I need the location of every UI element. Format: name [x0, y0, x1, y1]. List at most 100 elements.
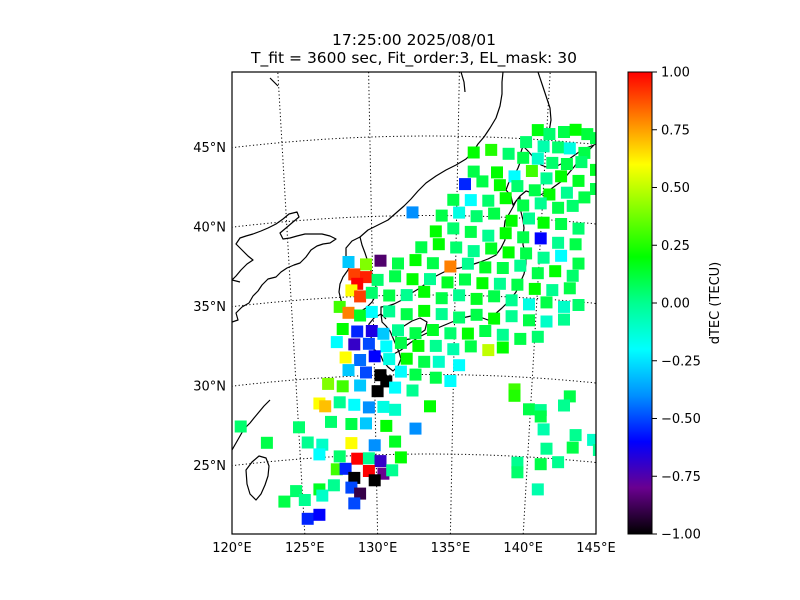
dtec-point — [566, 199, 579, 212]
colorbar-tick-label: 0.50 — [661, 181, 690, 196]
dtec-point — [432, 238, 445, 251]
dtec-point — [590, 163, 596, 176]
dtec-point — [400, 352, 413, 365]
dtec-point — [485, 143, 498, 156]
dtec-point — [537, 423, 550, 436]
dtec-point — [316, 438, 329, 451]
dtec-point — [488, 207, 501, 220]
longitude-tick-label: 145°E — [576, 541, 616, 556]
dtec-point — [531, 124, 544, 137]
dtec-point — [485, 242, 498, 255]
dtec-point — [365, 286, 378, 299]
dtec-point — [313, 448, 326, 461]
dtec-point — [464, 194, 477, 207]
dtec-point — [389, 270, 402, 283]
dtec-point — [464, 340, 477, 353]
dtec-point — [566, 441, 579, 454]
dtec-point — [406, 206, 419, 219]
dtec-point — [572, 174, 585, 187]
dtec-point — [368, 474, 381, 487]
dtec-point — [523, 212, 535, 225]
dtec-point — [476, 277, 489, 290]
dtec-point — [450, 241, 463, 254]
dtec-point — [444, 327, 457, 340]
dtec-point — [339, 462, 352, 475]
dtec-point — [389, 403, 402, 416]
dtec-point — [467, 165, 480, 178]
dtec-point — [301, 512, 314, 525]
dtec-point — [339, 351, 352, 364]
colorbar-gradient — [628, 72, 652, 534]
dtec-point — [578, 191, 591, 204]
colorbar: 1.00 0.75 0.50 0.25 0.00 −0.25 −0.50 −0.75 −1.00… — [627, 66, 723, 543]
dtec-point — [523, 298, 535, 311]
dtec-point — [409, 327, 422, 340]
dtec-point — [374, 254, 387, 267]
plot-title-line-2: T_fit = 3600 sec, Fit_order:3, EL_mask: … — [251, 49, 577, 67]
dtec-point — [360, 417, 372, 430]
dtec-point — [415, 241, 428, 254]
dtec-point — [371, 273, 384, 286]
dtec-point — [301, 436, 314, 449]
dtec-point — [409, 368, 422, 381]
latitude-tick-labels: 25°N 30°N 35°N 40°N 45°N — [193, 141, 226, 474]
dtec-point — [383, 289, 396, 302]
dtec-point — [555, 249, 568, 262]
dtec-point — [470, 210, 483, 223]
latitude-tick-label: 30°N — [193, 380, 226, 395]
dtec-point — [325, 415, 337, 428]
latitude-tick-label: 40°N — [193, 221, 226, 236]
latitude-tick-label: 25°N — [193, 459, 226, 474]
dtec-point — [552, 201, 565, 214]
dtec-point — [555, 218, 568, 230]
dtec-point — [409, 422, 422, 435]
dtec-point — [587, 433, 596, 446]
dtec-point — [546, 284, 559, 297]
colorbar-tick-label: 0.75 — [661, 123, 690, 138]
coastline-taiwan — [245, 455, 270, 501]
dtec-point — [330, 336, 343, 349]
dtec-point — [493, 277, 506, 290]
dtec-point — [505, 214, 518, 227]
dtec-point — [351, 452, 364, 465]
dtec-point — [558, 126, 570, 138]
dtec-point — [426, 324, 439, 336]
dtec-point — [429, 371, 442, 384]
map-area — [232, 72, 596, 534]
dtec-point — [569, 123, 582, 136]
dtec-point — [380, 419, 393, 432]
dtec-point — [514, 259, 527, 272]
colorbar-label: dTEC (TECU) — [708, 262, 723, 345]
dtec-point — [540, 315, 553, 328]
dtec-point — [572, 222, 585, 235]
dtec-point — [447, 343, 460, 356]
dtec-point — [499, 192, 512, 205]
graticule-meridian — [368, 72, 379, 534]
dtec-point — [496, 328, 509, 341]
dtec-point — [444, 260, 457, 273]
dtec-point — [418, 285, 431, 298]
dtec-point — [552, 456, 565, 469]
dtec-point — [537, 251, 550, 264]
dtec-point — [447, 193, 460, 206]
dtec-point — [380, 340, 393, 353]
dtec-point — [435, 292, 448, 305]
dtec-point — [260, 436, 273, 449]
dtec-point — [354, 354, 367, 366]
dtec-point — [563, 390, 576, 403]
dtec-point — [409, 254, 422, 267]
dtec-point — [520, 136, 533, 149]
map-background — [232, 72, 596, 534]
colorbar-tick-label: 0.00 — [661, 297, 690, 312]
dtec-point — [514, 332, 527, 345]
dtec-point — [488, 312, 501, 325]
dtec-point — [365, 305, 378, 318]
dtec-point — [362, 401, 375, 414]
coastline-mainland-north — [359, 72, 504, 238]
dtec-point — [523, 403, 535, 416]
dtec-point — [520, 247, 533, 260]
coastline-mainland-south — [232, 399, 271, 451]
dtec-point — [374, 455, 387, 468]
colorbar-tick-label: −0.25 — [661, 354, 701, 369]
longitude-tick-labels: 120°E 125°E 130°E 135°E 140°E 145°E — [212, 541, 616, 556]
